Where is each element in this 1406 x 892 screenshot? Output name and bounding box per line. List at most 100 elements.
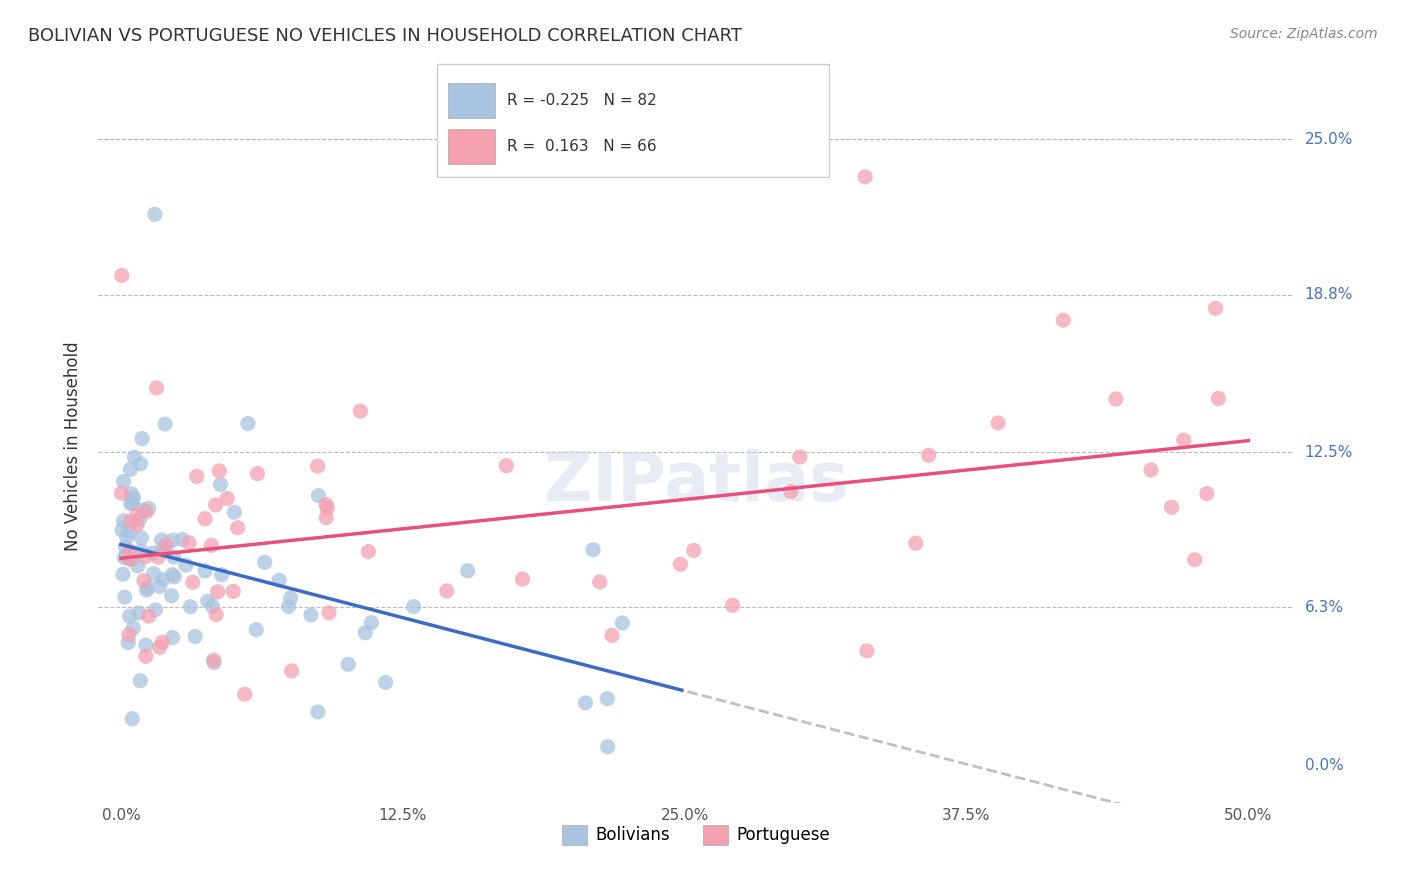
Point bbox=[120, 496, 142, 510]
Point bbox=[118, 524, 141, 539]
Point bbox=[135, 638, 157, 652]
Point bbox=[512, 572, 534, 586]
Text: R = -0.225   N = 82: R = -0.225 N = 82 bbox=[506, 93, 657, 108]
Point bbox=[224, 505, 246, 519]
Point bbox=[131, 432, 153, 446]
Point bbox=[121, 712, 143, 726]
Point bbox=[246, 467, 269, 481]
Point bbox=[357, 544, 380, 558]
Point bbox=[143, 207, 166, 221]
Point bbox=[277, 599, 299, 614]
Point bbox=[125, 517, 148, 532]
Point bbox=[612, 615, 634, 630]
Point bbox=[853, 169, 876, 184]
Point bbox=[134, 549, 156, 564]
Point bbox=[163, 570, 186, 584]
Point bbox=[1195, 486, 1218, 500]
Point bbox=[172, 533, 194, 547]
Point bbox=[162, 631, 184, 645]
Point bbox=[111, 567, 134, 582]
Point bbox=[136, 581, 159, 595]
Point bbox=[132, 503, 155, 517]
Point bbox=[354, 625, 377, 640]
Point bbox=[135, 505, 157, 519]
Point bbox=[149, 640, 172, 655]
Point bbox=[337, 657, 360, 672]
Point bbox=[582, 542, 605, 557]
Point bbox=[174, 558, 197, 573]
Point bbox=[589, 574, 612, 589]
Point bbox=[112, 550, 135, 565]
Text: BOLIVIAN VS PORTUGUESE NO VEHICLES IN HOUSEHOLD CORRELATION CHART: BOLIVIAN VS PORTUGUESE NO VEHICLES IN HO… bbox=[28, 27, 742, 45]
Point bbox=[253, 555, 276, 569]
Point bbox=[208, 464, 231, 478]
Point bbox=[125, 508, 148, 522]
Point bbox=[1173, 433, 1195, 447]
Point bbox=[316, 501, 339, 516]
Point bbox=[150, 542, 173, 557]
Point bbox=[201, 599, 224, 614]
Point bbox=[121, 496, 143, 510]
Point bbox=[112, 475, 135, 489]
Point bbox=[135, 582, 157, 597]
Point bbox=[150, 533, 173, 547]
Point bbox=[402, 599, 425, 614]
Point bbox=[307, 459, 329, 474]
Point bbox=[110, 486, 132, 500]
Point bbox=[600, 628, 623, 642]
Point bbox=[574, 696, 596, 710]
Point bbox=[222, 584, 245, 599]
Point bbox=[207, 584, 229, 599]
Point bbox=[148, 550, 170, 565]
Point bbox=[181, 575, 204, 590]
FancyBboxPatch shape bbox=[447, 83, 495, 118]
Text: 18.8%: 18.8% bbox=[1305, 287, 1353, 302]
Point bbox=[349, 404, 371, 418]
Point bbox=[111, 523, 134, 537]
Point bbox=[280, 664, 302, 678]
Point bbox=[138, 609, 160, 624]
Point bbox=[194, 512, 217, 526]
Point bbox=[202, 656, 225, 670]
Point bbox=[155, 538, 177, 552]
Point bbox=[142, 566, 165, 581]
Point bbox=[596, 739, 619, 754]
Text: ZIPatlas: ZIPatlas bbox=[544, 449, 848, 515]
Point bbox=[143, 603, 166, 617]
Point bbox=[129, 457, 152, 471]
Point bbox=[122, 491, 145, 505]
Point bbox=[186, 469, 208, 483]
Point bbox=[202, 653, 225, 667]
Point bbox=[128, 512, 150, 526]
Point bbox=[315, 498, 337, 512]
Point bbox=[118, 628, 141, 642]
Point bbox=[721, 599, 744, 613]
Point bbox=[269, 574, 291, 588]
Point bbox=[160, 589, 183, 603]
Point bbox=[1160, 500, 1182, 515]
Point bbox=[153, 417, 176, 431]
Point bbox=[1140, 463, 1163, 477]
Text: 12.5%: 12.5% bbox=[1305, 445, 1353, 459]
Point bbox=[152, 573, 174, 587]
Point bbox=[457, 564, 479, 578]
Point bbox=[682, 543, 704, 558]
FancyBboxPatch shape bbox=[437, 64, 828, 177]
Point bbox=[226, 521, 249, 535]
Text: 6.3%: 6.3% bbox=[1305, 600, 1344, 615]
Point bbox=[128, 606, 150, 620]
Point bbox=[779, 484, 801, 499]
Point bbox=[120, 462, 142, 476]
Point bbox=[495, 458, 517, 473]
Point bbox=[197, 594, 219, 608]
Text: 25.0%: 25.0% bbox=[1305, 132, 1353, 147]
Point bbox=[124, 450, 146, 465]
Point bbox=[904, 536, 927, 550]
Point bbox=[209, 477, 232, 491]
Point bbox=[142, 546, 165, 560]
Text: Source: ZipAtlas.com: Source: ZipAtlas.com bbox=[1230, 27, 1378, 41]
Point bbox=[155, 538, 177, 552]
Point bbox=[118, 609, 141, 624]
Point bbox=[115, 530, 138, 544]
Point bbox=[114, 540, 136, 554]
